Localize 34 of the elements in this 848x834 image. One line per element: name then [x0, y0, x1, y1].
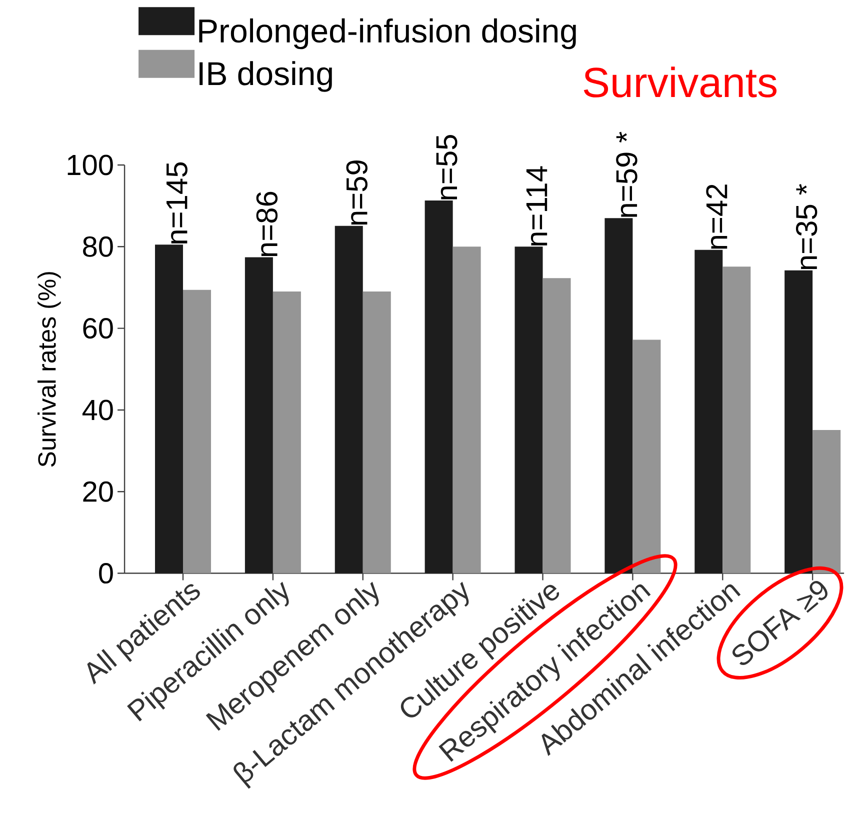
bar	[784, 270, 813, 574]
legend-label: Prolonged-infusion dosing	[199, 18, 576, 50]
bar	[694, 250, 723, 574]
bar	[424, 200, 453, 574]
legend-label: IB dosing	[200, 61, 332, 92]
y-tick-label: 80	[83, 236, 113, 257]
bar	[272, 292, 301, 574]
bar	[452, 246, 481, 574]
bar	[542, 278, 571, 574]
bar	[244, 257, 273, 574]
bar	[812, 430, 841, 574]
bar	[722, 266, 751, 574]
text: Survivants	[584, 66, 777, 98]
annotation: n=42	[706, 184, 728, 249]
bar	[155, 244, 184, 574]
bar	[632, 340, 661, 574]
bar	[183, 290, 212, 574]
annotation: n=35 *	[796, 184, 818, 270]
annotation: n=59 *	[616, 132, 638, 217]
annotation: n=145	[166, 162, 188, 244]
annotation: n=86	[256, 192, 278, 256]
y-tick-label: 100	[68, 154, 113, 176]
bar	[334, 226, 363, 574]
y-tick-label: 0	[99, 563, 113, 584]
y-tick-label: 60	[83, 318, 113, 339]
annotation: n=55	[436, 135, 458, 200]
y-tick-label: 20	[83, 481, 113, 502]
bar	[362, 292, 391, 574]
annotation: n=59	[346, 160, 368, 225]
bar	[604, 218, 633, 574]
y-tick-label: 40	[82, 400, 113, 420]
bar	[514, 246, 543, 574]
y-axis-title: Survival rates (%)	[38, 272, 61, 467]
annotation: n=114	[526, 166, 548, 246]
